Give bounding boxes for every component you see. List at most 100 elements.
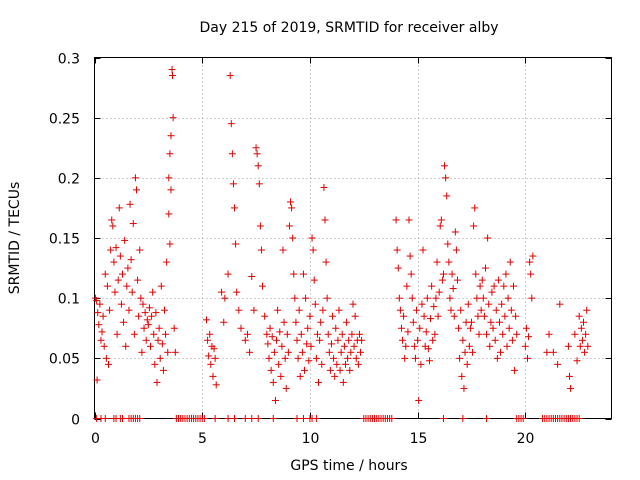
data-point <box>209 372 217 380</box>
x-tick-label: 20 <box>517 431 535 447</box>
data-point <box>528 294 536 302</box>
data-point <box>465 342 473 350</box>
data-point <box>254 162 262 170</box>
data-point <box>392 216 400 224</box>
data-point <box>231 204 239 212</box>
data-point <box>499 330 507 338</box>
data-point <box>478 276 486 284</box>
data-points <box>92 66 592 422</box>
data-point <box>210 345 218 353</box>
data-point <box>155 324 163 332</box>
data-point <box>137 294 145 302</box>
data-point <box>98 328 106 336</box>
data-point <box>207 360 215 368</box>
data-point <box>141 309 149 317</box>
data-point <box>117 300 125 308</box>
data-point <box>218 288 226 296</box>
data-point <box>334 336 342 344</box>
data-point <box>427 315 435 323</box>
data-point <box>354 360 362 368</box>
data-point <box>116 252 124 260</box>
data-point <box>522 324 530 332</box>
data-point <box>142 336 150 344</box>
data-point <box>340 342 348 350</box>
data-point <box>437 216 445 224</box>
data-point <box>312 415 320 422</box>
data-point <box>171 348 179 356</box>
data-point <box>285 222 293 230</box>
data-point <box>283 330 291 338</box>
data-point <box>319 306 327 314</box>
data-point <box>451 228 459 236</box>
data-point <box>352 354 360 362</box>
data-point <box>162 330 170 338</box>
data-point <box>571 330 579 338</box>
data-point <box>447 306 455 314</box>
data-point <box>273 336 281 344</box>
data-point <box>136 246 144 254</box>
data-point <box>502 270 510 278</box>
data-point <box>232 240 240 248</box>
data-point <box>296 372 304 380</box>
data-point <box>237 324 245 332</box>
data-point <box>130 330 138 338</box>
data-point <box>329 312 337 320</box>
data-point <box>584 342 592 350</box>
data-point <box>341 360 349 368</box>
data-point <box>284 348 292 356</box>
data-point <box>507 306 515 314</box>
data-point <box>577 324 585 332</box>
data-point <box>324 330 332 338</box>
data-point <box>277 372 285 380</box>
data-point <box>168 66 176 74</box>
data-point <box>346 366 354 374</box>
data-point <box>497 348 505 356</box>
data-point <box>339 378 347 386</box>
data-point <box>527 270 535 278</box>
data-point <box>301 366 309 374</box>
data-point <box>165 174 173 182</box>
data-point <box>211 354 219 362</box>
data-point <box>407 270 415 278</box>
data-point <box>94 309 102 317</box>
data-point <box>150 330 158 338</box>
data-point <box>105 360 113 368</box>
data-point <box>293 415 301 422</box>
data-point <box>106 306 114 314</box>
x-axis-label: GPS time / hours <box>290 458 407 474</box>
data-point <box>257 246 265 254</box>
data-point <box>294 354 302 362</box>
data-point <box>281 354 289 362</box>
data-point <box>149 288 157 296</box>
data-point <box>120 318 128 326</box>
data-point <box>495 318 503 326</box>
data-point <box>112 244 120 252</box>
data-point <box>459 336 467 344</box>
data-point <box>279 246 287 254</box>
y-axis-label: SRMTID / TECUs <box>7 182 23 295</box>
data-point <box>308 234 316 242</box>
data-point <box>115 204 123 212</box>
data-point <box>265 354 273 362</box>
data-point <box>402 342 410 350</box>
data-point <box>206 330 214 338</box>
data-point <box>457 306 465 314</box>
data-point <box>491 336 499 344</box>
data-point <box>252 144 260 152</box>
data-point <box>355 330 363 338</box>
data-point <box>259 282 267 290</box>
data-point <box>140 324 148 332</box>
x-tick-label: 5 <box>198 431 207 447</box>
data-point <box>501 312 509 320</box>
data-point <box>119 270 127 278</box>
data-point <box>508 336 516 344</box>
data-point <box>327 340 335 348</box>
data-point <box>483 415 491 422</box>
data-point <box>148 312 156 320</box>
data-point <box>158 340 166 348</box>
data-point <box>418 300 426 308</box>
data-point <box>529 252 537 260</box>
data-point <box>246 348 254 356</box>
data-point <box>226 72 234 80</box>
